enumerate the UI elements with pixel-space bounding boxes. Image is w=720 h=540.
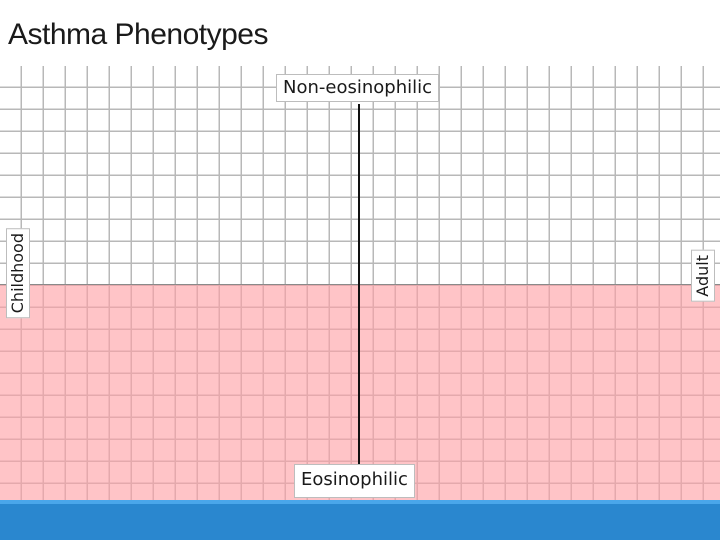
bottom-axis-label: Eosinophilic <box>294 464 415 498</box>
slide-title: Asthma Phenotypes <box>8 18 269 51</box>
top-axis-label: Non-eosinophilic <box>276 74 440 102</box>
right-axis-label: Adult <box>691 250 715 302</box>
footer-bar <box>0 500 720 540</box>
left-axis-label: Childhood <box>6 228 30 319</box>
vertical-axis-line <box>358 104 360 496</box>
